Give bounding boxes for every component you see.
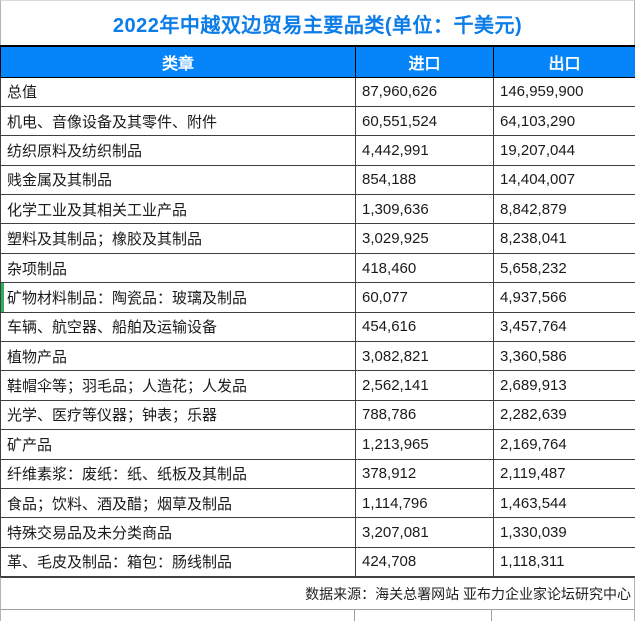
table-row: 塑料及其制品；橡胶及其制品 3,029,925 8,238,041 xyxy=(0,223,635,254)
table-row: 总值 87,960,626 146,959,900 xyxy=(0,76,635,107)
table-row: 光学、医疗等仪器；钟表；乐器 788,786 2,282,639 xyxy=(0,399,635,431)
cell-import: 854,188 xyxy=(355,164,494,196)
cell-export: 64,103,290 xyxy=(493,105,635,137)
cell-import: 87,960,626 xyxy=(355,76,494,107)
table-row: 食品；饮料、酒及醋；烟草及制品 1,114,796 1,463,544 xyxy=(0,487,635,519)
cell-import: 3,082,821 xyxy=(355,341,494,372)
cell-export: 14,404,007 xyxy=(493,164,635,196)
table-row: 车辆、航空器、船舶及运输设备 454,616 3,457,764 xyxy=(0,311,635,343)
cell-export: 1,330,039 xyxy=(493,517,635,548)
cell-category: 鞋帽伞等；羽毛品；人造花；人发品 xyxy=(0,370,356,401)
cell-import: 1,309,636 xyxy=(355,194,494,225)
cell-import: 418,460 xyxy=(355,252,494,284)
table-row: 纺织原料及纺织制品 4,442,991 19,207,044 xyxy=(0,135,635,166)
cell-export: 4,937,566 xyxy=(493,282,635,313)
cell-category: 杂项制品 xyxy=(0,252,356,284)
cell-export: 3,360,586 xyxy=(493,341,635,372)
cell-export: 2,169,764 xyxy=(493,429,635,460)
cell-export: 2,282,639 xyxy=(493,399,635,431)
cell-import: 60,551,524 xyxy=(355,105,494,137)
cell-export: 8,842,879 xyxy=(493,194,635,225)
cell-category: 总值 xyxy=(0,76,356,107)
data-source-note: 数据来源：海关总署网站 亚布力企业家论坛研究中心 xyxy=(0,577,635,611)
cell-import: 2,562,141 xyxy=(355,370,494,401)
cell-import: 3,207,081 xyxy=(355,517,494,548)
table-row: 杂项制品 418,460 5,658,232 xyxy=(0,252,635,284)
trade-table: 类章 进口 出口 总值 87,960,626 146,959,900 机电、音像设备及… xyxy=(0,45,635,578)
table-row: 植物产品 3,082,821 3,360,586 xyxy=(0,341,635,372)
table-row: 矿物材料制品：陶瓷品：玻璃及制品 60,077 4,937,566 xyxy=(0,282,635,313)
table-row: 贱金属及其制品 854,188 14,404,007 xyxy=(0,164,635,196)
table-row: 机电、音像设备及其零件、附件 60,551,524 64,103,290 xyxy=(0,105,635,137)
table-row: 矿产品 1,213,965 2,169,764 xyxy=(0,429,635,460)
cell-category: 塑料及其制品；橡胶及其制品 xyxy=(0,223,356,254)
table-row: 鞋帽伞等；羽毛品；人造花；人发品 2,562,141 2,689,913 xyxy=(0,370,635,401)
cell-import: 788,786 xyxy=(355,399,494,431)
cell-category: 车辆、航空器、船舶及运输设备 xyxy=(0,311,356,343)
header-import: 进口 xyxy=(355,45,494,78)
partial-cell-category xyxy=(1,610,355,621)
cell-category: 贱金属及其制品 xyxy=(0,164,356,196)
cell-category: 植物产品 xyxy=(0,341,356,372)
header-row: 类章 进口 出口 xyxy=(0,45,635,78)
table-row: 纤维素浆：废纸：纸、纸板及其制品 378,912 2,119,487 xyxy=(0,458,635,489)
cell-import: 60,077 xyxy=(355,282,494,313)
table-row: 特殊交易品及未分类商品 3,207,081 1,330,039 xyxy=(0,517,635,548)
cell-import: 378,912 xyxy=(355,458,494,489)
cell-export: 3,457,764 xyxy=(493,311,635,343)
cell-category: 纺织原料及纺织制品 xyxy=(0,135,356,166)
table-row: 化学工业及其相关工业产品 1,309,636 8,842,879 xyxy=(0,194,635,225)
page-title: 2022年中越双边贸易主要品类(单位：千美元) xyxy=(0,0,635,45)
cell-category: 革、毛皮及制品：箱包：肠线制品 xyxy=(0,546,356,578)
cell-export: 2,689,913 xyxy=(493,370,635,401)
cell-export: 8,238,041 xyxy=(493,223,635,254)
cell-export: 5,658,232 xyxy=(493,252,635,284)
cell-export: 146,959,900 xyxy=(493,76,635,107)
table-body: 总值 87,960,626 146,959,900 机电、音像设备及其零件、附件 60,… xyxy=(0,76,635,578)
cell-import: 1,213,965 xyxy=(355,429,494,460)
table-row: 革、毛皮及制品：箱包：肠线制品 424,708 1,118,311 xyxy=(0,546,635,578)
cell-export: 2,119,487 xyxy=(493,458,635,489)
header-export: 出口 xyxy=(493,45,635,78)
cell-export: 1,463,544 xyxy=(493,487,635,519)
partial-next-row xyxy=(0,610,635,621)
cell-category: 矿产品 xyxy=(0,429,356,460)
cell-category: 光学、医疗等仪器；钟表；乐器 xyxy=(0,399,356,431)
cell-export: 19,207,044 xyxy=(493,135,635,166)
cell-import: 424,708 xyxy=(355,546,494,578)
cell-category: 纤维素浆：废纸：纸、纸板及其制品 xyxy=(0,458,356,489)
partial-cell-import xyxy=(355,610,493,621)
cell-import: 454,616 xyxy=(355,311,494,343)
cell-category: 特殊交易品及未分类商品 xyxy=(0,517,356,548)
cell-category: 机电、音像设备及其零件、附件 xyxy=(0,105,356,137)
cell-category: 食品；饮料、酒及醋；烟草及制品 xyxy=(0,487,356,519)
cell-category: 矿物材料制品：陶瓷品：玻璃及制品 xyxy=(0,282,356,313)
cell-import: 3,029,925 xyxy=(355,223,494,254)
partial-cell-export xyxy=(492,610,634,621)
cell-import: 4,442,991 xyxy=(355,135,494,166)
cell-category: 化学工业及其相关工业产品 xyxy=(0,194,356,225)
cell-export: 1,118,311 xyxy=(493,546,635,578)
cell-import: 1,114,796 xyxy=(355,487,494,519)
header-category: 类章 xyxy=(0,45,356,78)
